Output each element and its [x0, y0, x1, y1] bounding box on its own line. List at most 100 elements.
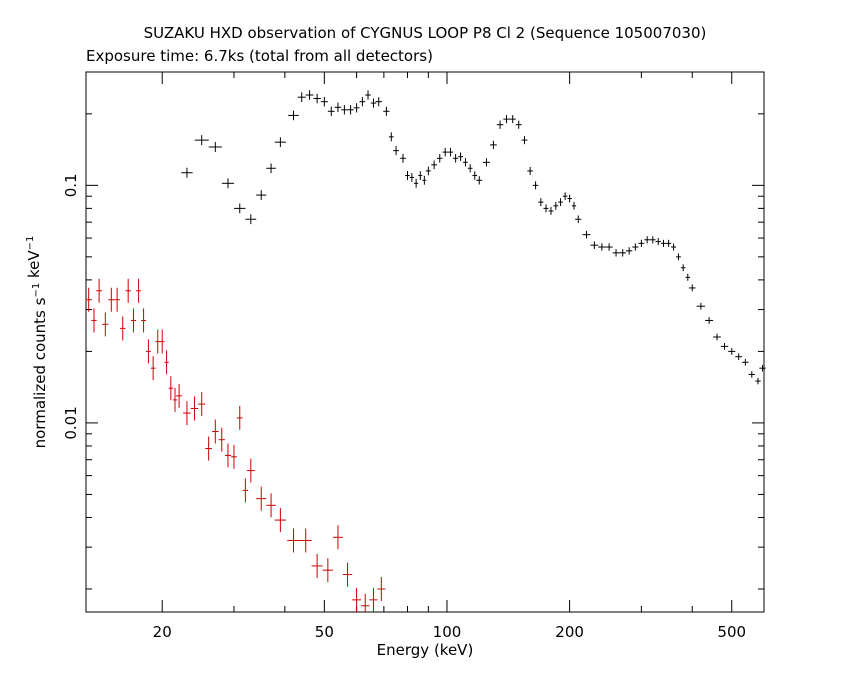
data-point: [146, 339, 151, 364]
x-tick-label: 100: [433, 623, 462, 641]
data-point: [141, 308, 147, 333]
data-point: [353, 103, 360, 113]
data-point: [320, 96, 328, 107]
data-point: [370, 98, 377, 108]
data-point: [266, 493, 276, 518]
data-point: [476, 176, 483, 185]
data-point: [482, 158, 491, 167]
data-point: [365, 90, 371, 100]
data-point: [236, 405, 243, 430]
data-point: [208, 142, 222, 152]
chart-subtitle: Exposure time: 6.7ks (total from all det…: [86, 47, 433, 65]
data-point: [242, 478, 249, 503]
data-point: [575, 215, 582, 224]
y-tick-labels: 0.1 0.01: [62, 173, 80, 439]
data-point: [515, 120, 522, 129]
data-point: [548, 207, 554, 215]
data-point: [375, 97, 382, 107]
data-point: [755, 377, 761, 385]
data-point: [598, 243, 606, 251]
data-point: [458, 152, 464, 161]
data-point: [521, 136, 528, 145]
data-point: [532, 181, 539, 190]
x-axis-label: Energy (keV): [377, 641, 474, 659]
data-point: [619, 249, 626, 257]
data-point: [136, 278, 142, 303]
data-point: [590, 241, 599, 249]
y-axis-label: normalized counts s−1 keV−1: [25, 236, 49, 449]
data-point: [543, 204, 549, 213]
data-point: [91, 308, 97, 333]
data-point: [359, 97, 366, 107]
data-point: [256, 486, 267, 511]
data-point: [119, 316, 126, 341]
data-point: [431, 160, 437, 170]
data-point: [322, 558, 334, 583]
data-point: [748, 371, 755, 378]
data-point: [274, 137, 286, 147]
data-point: [299, 528, 312, 553]
data-point: [274, 508, 286, 533]
data-point: [676, 253, 681, 261]
data-point: [720, 343, 729, 350]
data-point: [632, 243, 639, 251]
data-point: [333, 525, 343, 550]
data-point: [172, 387, 178, 412]
data-point: [347, 105, 354, 115]
data-point: [125, 278, 131, 303]
data-point: [85, 287, 93, 312]
data-point: [422, 175, 427, 185]
data-point: [644, 236, 651, 244]
data-point: [472, 171, 478, 180]
data-point: [393, 146, 400, 156]
x-tick-label: 500: [717, 623, 746, 641]
data-point: [287, 528, 300, 553]
data-point: [234, 203, 246, 214]
data-series: [85, 90, 766, 612]
data-point: [742, 358, 749, 366]
x-tick-label: 20: [153, 623, 172, 641]
chart-title: SUZAKU HXD observation of CYGNUS LOOP P8…: [144, 24, 707, 42]
data-point: [256, 190, 267, 200]
data-point: [562, 192, 568, 201]
data-point: [728, 348, 736, 355]
data-point: [313, 93, 321, 104]
data-point: [305, 90, 314, 100]
data-point: [288, 110, 299, 121]
data-point: [176, 383, 183, 408]
data-point: [334, 102, 342, 113]
data-point: [342, 562, 353, 587]
plot-frame: [85, 71, 765, 613]
data-point: [425, 166, 431, 176]
data-point: [447, 147, 454, 157]
data-point: [164, 350, 169, 375]
data-point: [190, 396, 199, 421]
data-point: [503, 115, 510, 124]
data-point: [759, 364, 766, 372]
x-tick-label: 200: [555, 623, 584, 641]
data-point: [181, 167, 193, 178]
data-point: [361, 593, 370, 612]
y-tick-label: 0.01: [62, 406, 80, 439]
data-point: [436, 153, 443, 163]
data-point: [224, 443, 232, 468]
data-point: [383, 106, 390, 116]
data-point: [688, 284, 696, 292]
data-point: [218, 427, 225, 452]
data-point: [527, 166, 533, 175]
data-point: [625, 247, 633, 255]
data-point: [194, 135, 209, 146]
x-tick-label: 50: [315, 623, 334, 641]
data-point: [183, 401, 191, 426]
data-point: [666, 239, 672, 247]
data-point: [553, 201, 559, 210]
data-point: [221, 178, 235, 189]
data-point: [400, 153, 406, 163]
data-point: [418, 171, 423, 180]
data-point: [612, 249, 620, 257]
data-point: [680, 264, 686, 272]
data-point: [377, 576, 386, 601]
data-point: [245, 214, 257, 225]
data-point: [582, 230, 591, 239]
data-point: [650, 236, 656, 244]
